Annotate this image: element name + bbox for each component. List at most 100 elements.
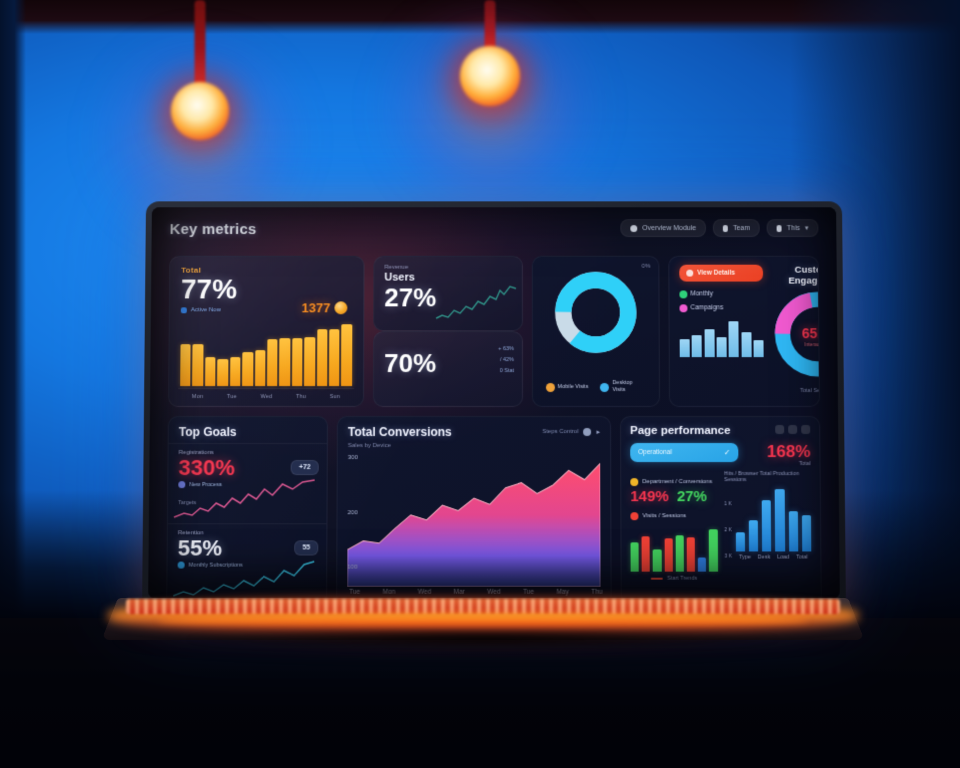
bar-chart-departments — [630, 525, 718, 572]
axis-tick: Thu — [295, 394, 307, 401]
coin-icon — [334, 301, 348, 315]
legend-item: Desktop Visits — [600, 380, 646, 394]
pendant-lamp-left — [95, 0, 305, 240]
axis-tick: Thu — [591, 588, 603, 596]
bar — [704, 329, 715, 358]
goal-item-retention[interactable]: Retention 55% Monthly Subscriptions 55 — [167, 523, 327, 599]
card-users[interactable]: Revenue Users 27% — [373, 255, 523, 332]
gear-icon[interactable] — [801, 424, 811, 434]
bar — [641, 536, 651, 572]
performance-right-panel: Hits / Browser Total Production Sessions… — [724, 471, 812, 582]
engagement-title: Customer Engagement — [788, 264, 821, 287]
axis-tick: 200 — [347, 509, 358, 516]
pendant-lamp-right — [385, 0, 595, 230]
donut-chart-engagement: 6517 Interactions — [771, 288, 821, 385]
card-top-goals[interactable]: Top Goals Registrations 330% New Process… — [166, 415, 328, 599]
axis-tick: Tue — [523, 588, 535, 596]
card-rate[interactable]: 70% + 63% / 42% 0 Stat — [372, 331, 524, 407]
card-page-performance[interactable]: Page performance — [620, 415, 822, 599]
rate-stat: + 63% — [498, 346, 514, 353]
kpi-sub-label: Active Now — [190, 306, 221, 313]
grid-icon[interactable] — [775, 424, 785, 434]
performance-legend-b-label: Visits / Sessions — [642, 513, 687, 520]
engagement-center-sub: Interactions — [804, 342, 821, 349]
bar — [697, 557, 707, 572]
performance-select[interactable]: Operational ✓ — [630, 443, 739, 463]
bar — [192, 344, 204, 387]
legend-dot-icon — [679, 304, 688, 313]
analytics-dashboard: Key metrics Overview Module Team — [148, 207, 840, 599]
legend-dot-icon — [600, 382, 610, 392]
card-total-conversions[interactable]: Total Conversions Steps Control ▸ Sales … — [336, 415, 612, 599]
axis-tick: Wed — [487, 588, 501, 596]
dashboard-topbar: Key metrics Overview Module Team — [169, 219, 819, 247]
performance-header: Page performance — [630, 424, 811, 437]
performance-duo-values: 149% 27% — [630, 488, 717, 505]
chevron-down-icon: ▾ — [804, 225, 809, 233]
view-details-button[interactable]: View Details — [679, 264, 764, 282]
conversions-y-axis: 300 200 100 — [347, 455, 358, 571]
list-icon[interactable] — [788, 424, 798, 434]
keyboard-light-strip — [158, 614, 808, 626]
engagement-footer: Total Sessions — [800, 388, 821, 395]
topbar-button-this[interactable]: This ▾ — [766, 219, 819, 237]
bar-chart-engagement-mini — [679, 321, 764, 358]
legend-label: Campaigns — [690, 304, 724, 312]
bar-chart-key-metric — [180, 324, 353, 387]
performance-right-y-axis: 1 K 2 K 3 K — [724, 501, 732, 559]
topbar-button-overview[interactable]: Overview Module — [620, 219, 707, 237]
card-customer-engagement[interactable]: View Details Monthly Campaigns Customer E… — [668, 255, 821, 407]
area-chart-conversions: 300 200 100 — [347, 451, 601, 587]
kpi-column: Revenue Users 27% 70% + 63%/ 42% 0 S — [372, 255, 524, 407]
legend-dot-icon — [679, 290, 688, 299]
engagement-legend: Monthly Campaigns — [679, 290, 763, 313]
rate-stat: / 42% — [499, 357, 514, 364]
legend-item: Mobile Visits — [545, 380, 589, 394]
legend-item: Campaigns — [679, 305, 763, 313]
bar — [664, 538, 673, 572]
legend-label: Desktop Visits — [612, 380, 633, 394]
performance-right-title: Hits / Browser Total Production Sessions — [723, 471, 800, 484]
performance-icon-group[interactable] — [775, 424, 811, 434]
performance-footer: Start Trends — [631, 576, 718, 582]
topbar-button-label: This — [786, 224, 800, 232]
topbar-button-label: Team — [732, 224, 750, 232]
donut-corner-label: 0% — [641, 263, 651, 270]
axis-tick: Mon — [191, 394, 204, 401]
card-eyebrow: Revenue — [384, 264, 409, 271]
bar — [741, 332, 752, 358]
keyboard-keys[interactable] — [126, 599, 840, 614]
performance-top-row: Operational ✓ 168% Total — [630, 442, 811, 468]
kpi-value: 70% — [384, 348, 437, 379]
user-icon — [776, 224, 782, 232]
status-dot-icon — [630, 478, 639, 487]
axis-tick: 100 — [347, 564, 358, 571]
axis-tick: Tue — [349, 588, 361, 596]
kpi-badge-value: 1377 — [301, 300, 331, 316]
goal-item-registrations[interactable]: Registrations 330% New Process Targets +… — [167, 443, 327, 524]
rate-stats-list: + 63% / 42% 0 Stat — [498, 346, 514, 374]
card-key-metric[interactable]: Total 77% Active Now 1377 — [167, 255, 365, 407]
bar — [279, 337, 291, 387]
conversions-controls[interactable]: Steps Control ▸ — [542, 427, 600, 436]
status-dot-icon — [180, 306, 187, 313]
bar — [748, 520, 759, 552]
axis-tick: 2 K — [724, 527, 732, 534]
sparkline-retention — [171, 558, 322, 599]
dashboard-row-top: Total 77% Active Now 1377 — [167, 255, 821, 407]
bar — [291, 337, 303, 387]
bar — [205, 357, 216, 387]
bar — [217, 358, 229, 387]
view-details-label: View Details — [697, 269, 735, 277]
performance-headline-sub: Total — [798, 461, 811, 468]
lamp-bulb — [171, 82, 229, 140]
performance-title: Page performance — [630, 424, 731, 437]
engagement-center-value: 6517 — [801, 325, 821, 342]
bar — [242, 352, 253, 387]
lamp-cord — [194, 0, 206, 98]
card-visit-sources[interactable]: 0% Mobile Visits Desktop Visits — [531, 255, 661, 407]
rate-stat: 0 Stat — [499, 368, 514, 375]
bar — [735, 532, 745, 552]
topbar-button-team[interactable]: Team — [712, 219, 760, 237]
